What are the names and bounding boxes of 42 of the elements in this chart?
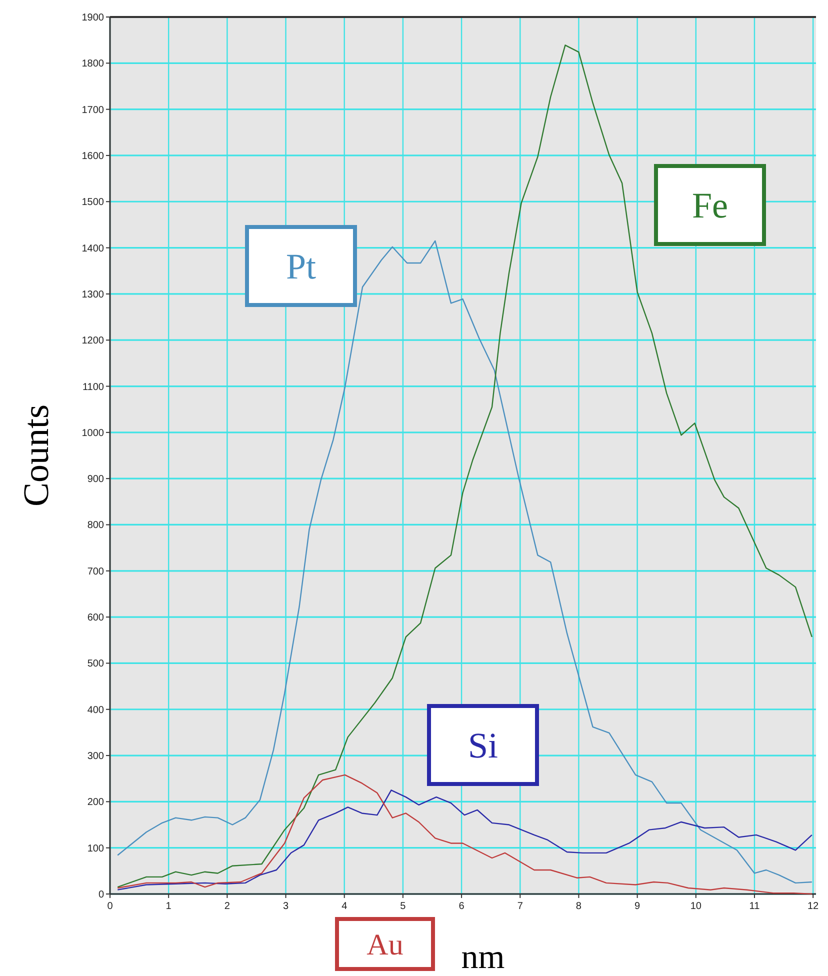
- x-tick-label: 5: [400, 901, 406, 912]
- y-tick-label: 200: [87, 797, 104, 808]
- y-tick-label: 1500: [82, 197, 104, 208]
- x-tick-label: 12: [808, 901, 820, 912]
- series-label: Si: [468, 726, 498, 766]
- series-label: Pt: [286, 246, 316, 287]
- y-tick-label: 500: [87, 658, 104, 670]
- y-tick-label: 300: [87, 751, 104, 762]
- line-series: [117, 774, 812, 895]
- y-axis-title: Counts: [16, 404, 56, 507]
- y-tick-label: 1700: [82, 104, 104, 116]
- x-tick-label: 6: [458, 901, 465, 912]
- y-tick-label: 1300: [82, 289, 104, 300]
- y-tick-label: 1100: [82, 382, 104, 393]
- line-series: [117, 44, 812, 888]
- x-tick-label: 8: [576, 901, 582, 912]
- y-tick-label: 400: [87, 704, 104, 716]
- y-tick-label: 900: [87, 474, 104, 486]
- x-tick-label: 4: [342, 901, 348, 912]
- x-tick-label: 2: [224, 901, 230, 912]
- x-tick-label: 7: [517, 901, 524, 912]
- y-tick-label: 1900: [82, 12, 104, 24]
- y-tick-label: 1000: [82, 428, 104, 439]
- y-tick-label: 1400: [82, 243, 104, 254]
- y-tick-label: 0: [98, 890, 104, 900]
- line-series: [117, 790, 812, 890]
- y-tick-label: 600: [87, 612, 104, 624]
- y-tick-label: 1600: [82, 150, 104, 162]
- x-tick-label: 3: [282, 901, 289, 912]
- x-axis-title: nm: [461, 939, 505, 976]
- y-tick-label: 1200: [82, 336, 104, 347]
- y-tick-label: 800: [87, 520, 104, 532]
- x-tick-label: 10: [690, 901, 702, 912]
- x-tick-label: 0: [107, 901, 114, 912]
- series-label: Fe: [692, 186, 728, 226]
- y-tick-label: 700: [87, 566, 104, 578]
- y-tick-label: 100: [87, 843, 104, 854]
- x-tick-label: 9: [634, 901, 641, 912]
- x-tick-label: 1: [166, 901, 172, 912]
- text: Au: [366, 928, 404, 962]
- y-tick-label: 1800: [82, 58, 104, 70]
- x-tick-label: 11: [749, 901, 760, 912]
